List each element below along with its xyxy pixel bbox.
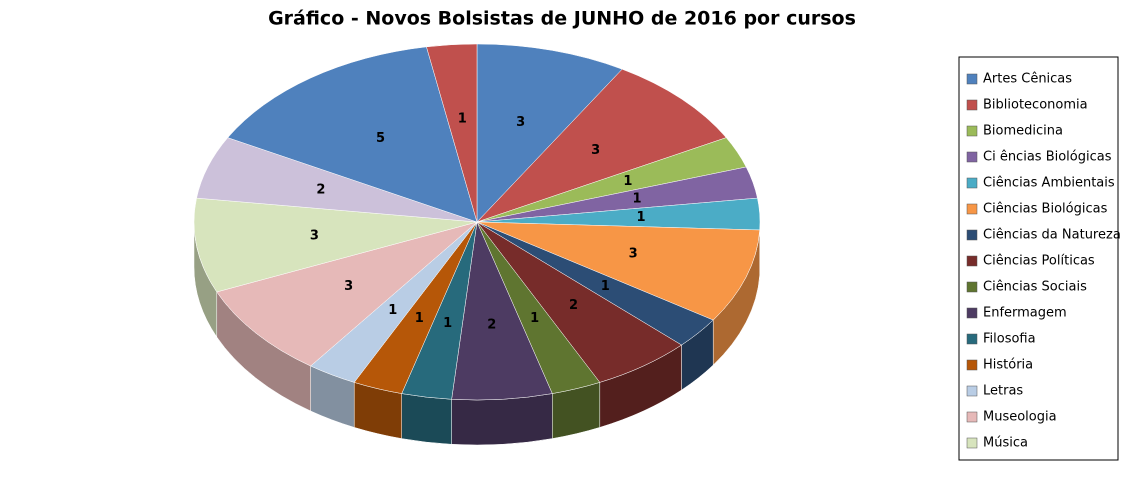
data-label: 3 [344, 279, 353, 294]
legend-label: Letras [983, 384, 1023, 399]
legend-swatch [967, 230, 977, 240]
legend-swatch [967, 256, 977, 266]
legend-swatch [967, 438, 977, 448]
legend-swatch [967, 100, 977, 110]
slice-side [402, 394, 452, 445]
legend-swatch [967, 282, 977, 292]
legend-label: Ciências Biológicas [983, 202, 1108, 217]
legend-label: Filosofia [983, 332, 1036, 347]
data-label: 1 [458, 112, 467, 127]
legend-label: Biblioteconomia [983, 98, 1088, 113]
legend-swatch [967, 126, 977, 136]
legend-label: Biomedicina [983, 124, 1063, 139]
data-label: 1 [530, 311, 539, 326]
data-label: 2 [487, 317, 496, 332]
legend-label: Ciências Políticas [983, 254, 1095, 269]
data-label: 1 [623, 174, 632, 189]
legend-label: Enfermagem [983, 306, 1067, 321]
legend-label: Ciências Ambientais [983, 176, 1115, 191]
legend-label: História [983, 358, 1033, 373]
legend-swatch [967, 386, 977, 396]
data-label: 2 [316, 183, 325, 198]
legend-label: Ci ências Biológicas [983, 150, 1112, 165]
legend-label: Ciências da Natureza [983, 228, 1121, 243]
legend-swatch [967, 178, 977, 188]
legend-swatch [967, 308, 977, 318]
data-label: 1 [636, 210, 645, 225]
data-label: 1 [415, 311, 424, 326]
data-label: 2 [569, 298, 578, 313]
legend-swatch [967, 360, 977, 370]
data-label: 5 [376, 131, 385, 146]
legend-label: Museologia [983, 410, 1057, 425]
legend-swatch [967, 152, 977, 162]
legend-swatch [967, 334, 977, 344]
data-label: 3 [629, 246, 638, 261]
data-label: 1 [443, 316, 452, 331]
legend-label: Ciências Sociais [983, 280, 1087, 295]
legend-swatch [967, 412, 977, 422]
legend-label: Artes Cênicas [983, 72, 1072, 87]
data-label: 1 [388, 303, 397, 318]
data-label: 3 [310, 228, 319, 243]
legend-swatch [967, 204, 977, 214]
legend-swatch [967, 74, 977, 84]
data-label: 3 [591, 143, 600, 158]
data-label: 3 [516, 115, 525, 130]
legend-label: Música [983, 436, 1028, 451]
data-label: 1 [633, 192, 642, 207]
slice-side [452, 394, 553, 445]
data-label: 1 [601, 279, 610, 294]
chart-title: Gráfico - Novos Bolsistas de JUNHO de 20… [268, 8, 856, 30]
